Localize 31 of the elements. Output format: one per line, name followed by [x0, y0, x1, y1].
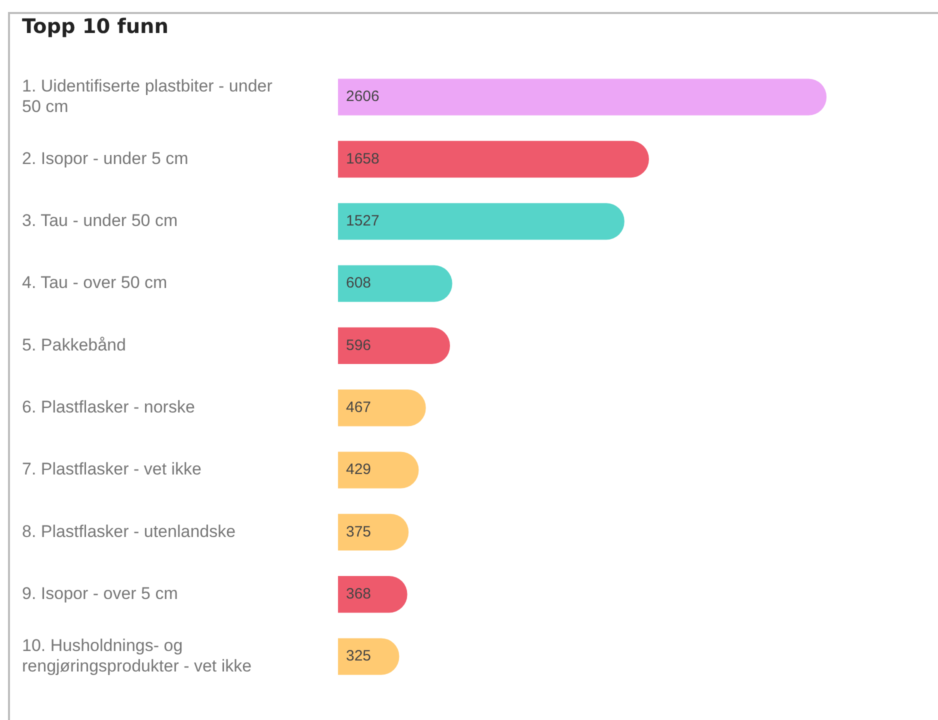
bar — [338, 514, 409, 551]
y-tick-label: 9. Isopor - over 5 cm — [22, 584, 178, 604]
data-label: 325 — [346, 648, 372, 665]
y-tick-label: 1. Uidentifiserte plastbiter - under 50 cm — [22, 76, 273, 116]
bar — [338, 390, 426, 426]
data-label: 608 — [346, 274, 372, 292]
bar — [338, 638, 400, 675]
y-tick-label: 7. Plastflasker - vet ikke — [22, 460, 202, 479]
bar — [338, 203, 624, 240]
y-tick-label: 5. Pakkebånd — [22, 335, 126, 354]
data-label: 368 — [346, 586, 372, 602]
bar — [338, 265, 452, 302]
bar — [338, 576, 408, 613]
bar — [338, 140, 649, 178]
bar — [338, 327, 450, 364]
y-tick-label: 3. Tau - under 50 cm — [22, 211, 178, 230]
data-label: 1527 — [346, 212, 380, 230]
data-label: 467 — [346, 399, 372, 416]
data-label: 429 — [346, 461, 372, 478]
y-tick-label: 8. Plastflasker - utenlandske — [22, 522, 236, 541]
y-tick-label: 10. Husholdnings- og rengjøringsprodukter - vet ikke — [22, 636, 252, 676]
data-label: 375 — [346, 523, 372, 540]
bar — [338, 452, 419, 488]
y-tick-label: 6. Plastflasker - norske — [22, 398, 195, 417]
text: Topp 10 funn — [22, 14, 169, 38]
y-tick-label: 2. Isopor - under 5 cm — [22, 148, 188, 168]
y-tick-label: 4. Tau - over 50 cm — [22, 273, 168, 292]
data-label: 2606 — [346, 88, 380, 106]
bar — [338, 78, 827, 116]
data-label: 596 — [346, 336, 372, 354]
data-label: 1658 — [346, 150, 380, 168]
